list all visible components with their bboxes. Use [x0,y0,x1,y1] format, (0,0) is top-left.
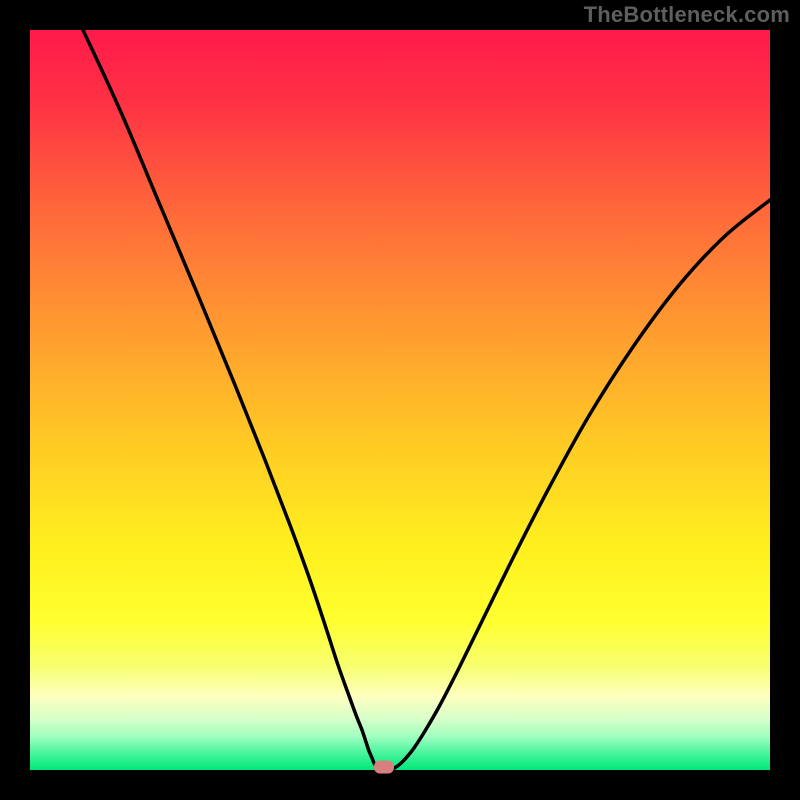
optimal-point-marker [374,761,394,774]
gradient-background [30,30,770,770]
watermark-text: TheBottleneck.com [584,2,790,28]
bottleneck-chart [0,0,800,800]
chart-container: TheBottleneck.com [0,0,800,800]
